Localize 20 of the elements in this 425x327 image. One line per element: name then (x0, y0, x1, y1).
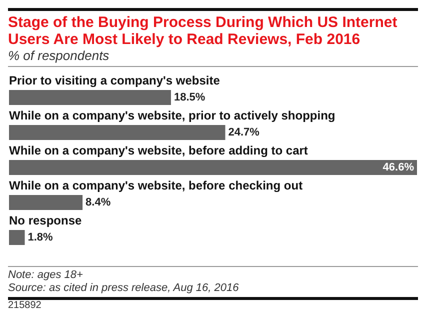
bar (9, 90, 171, 105)
y-tick-label: While on a company's website, prior to actively shopping (9, 108, 336, 122)
source-note: Source: as cited in press release, Aug 16, 2016 (8, 282, 240, 295)
chart-subtitle: % of respondents (8, 48, 418, 67)
data-label: 8.4% (86, 196, 111, 208)
bar (9, 125, 226, 140)
y-tick-label: While on a company's website, before adding to cart (9, 144, 308, 158)
data-label: 1.8% (28, 232, 54, 244)
text: Note: ages 18+ (8, 269, 84, 282)
bar (9, 230, 25, 245)
text: 215892 (8, 297, 418, 311)
y-tick-label: No response (9, 214, 82, 228)
y-tick-label: While on a company's website, before checking out (9, 178, 303, 192)
data-label: 24.7% (228, 126, 260, 138)
chart-title: Stage of the Buying Process During Which US Internet Users Are Most Likely to Read Reviews, Feb 2016 (8, 8, 418, 48)
data-label: 46.6% (382, 162, 414, 174)
bar (9, 195, 83, 210)
data-label: 18.5% (174, 92, 206, 104)
y-tick-label: Prior to visiting a company's website (9, 74, 220, 88)
bar (9, 160, 417, 175)
